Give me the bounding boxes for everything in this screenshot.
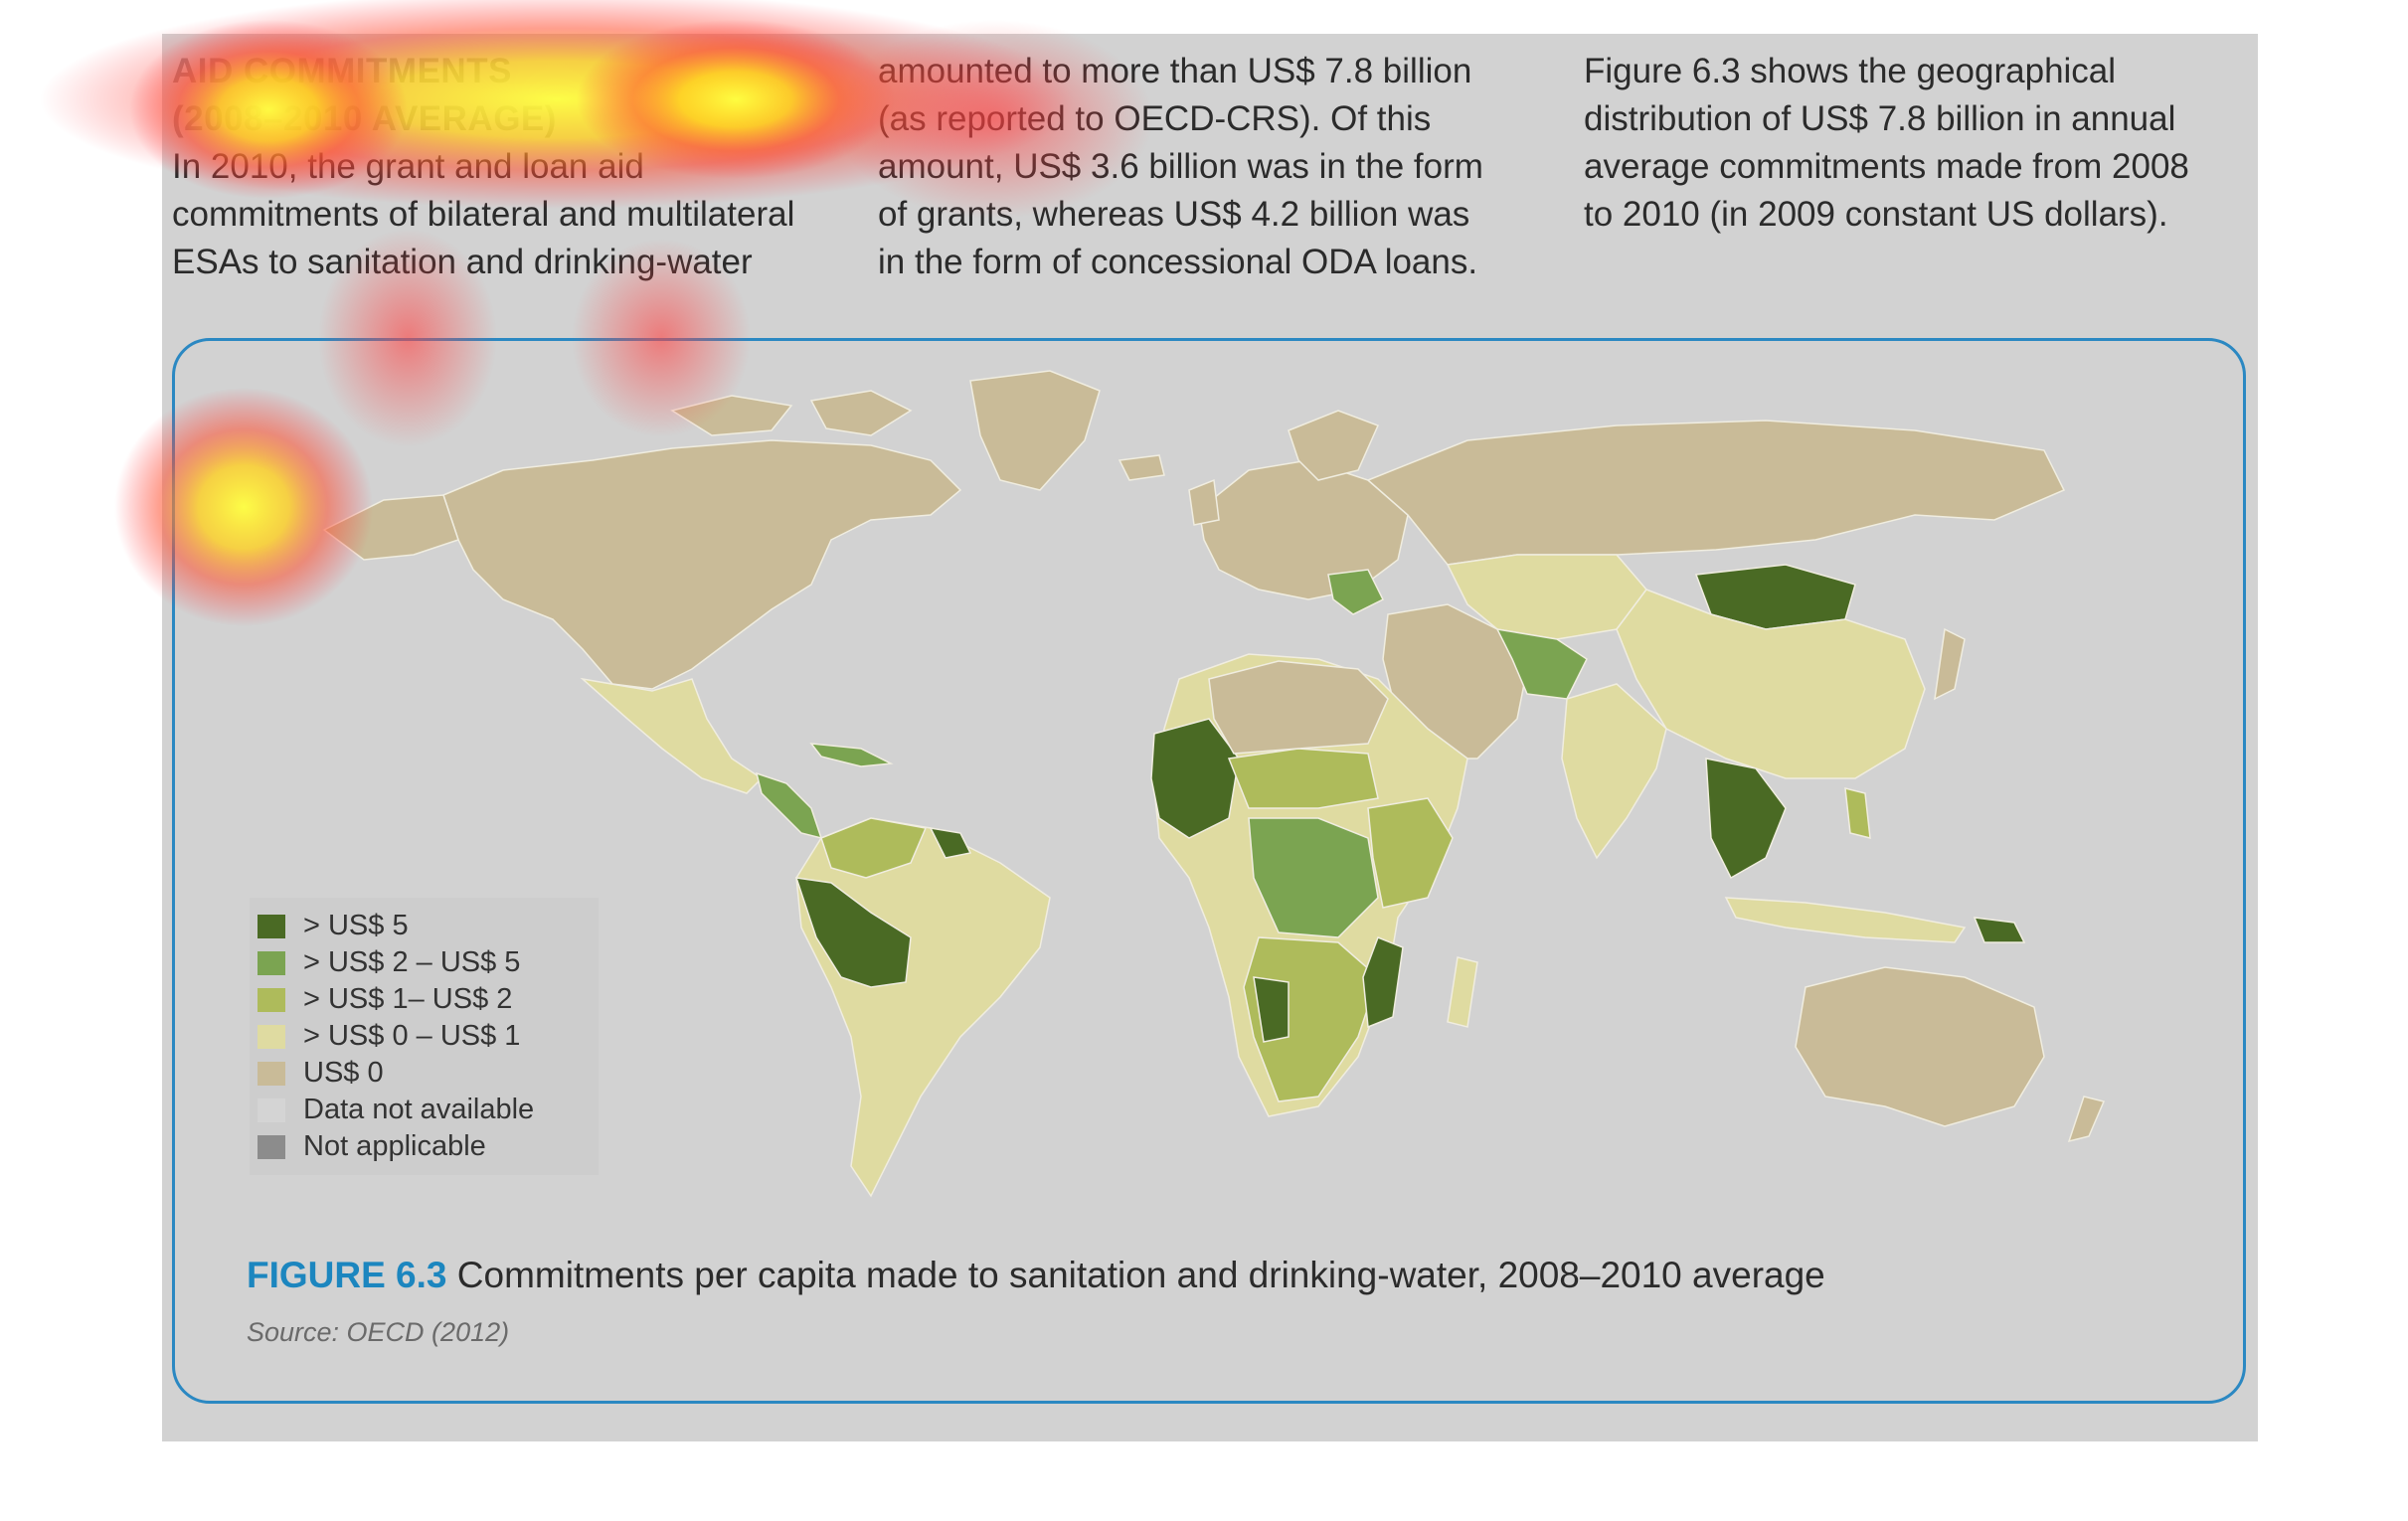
legend-label: > US$ 5 [303,910,409,941]
legend-item: US$ 0 [258,1055,591,1092]
intro-column-3: Figure 6.3 shows the geographical distri… [1584,48,2250,239]
legend-label: > US$ 1– US$ 2 [303,983,513,1015]
region-southeast-asia [1705,758,1787,880]
region-sahel [1227,748,1379,809]
legend-label: > US$ 0 – US$ 1 [303,1020,521,1052]
legend-item: Data not available [258,1092,591,1128]
section-heading-line-1: AID COMMITMENTS [172,52,512,90]
region-russia [1366,420,2066,566]
region-australia [1795,966,2045,1127]
text-line: in the form of concessional ODA loans. [878,243,1478,281]
document-page: AID COMMITMENTS (2008–2010 AVERAGE) In 2… [162,34,2258,1441]
region-europe [1198,459,1409,600]
legend-swatch [258,1061,285,1086]
region-namibia [1253,976,1290,1043]
region-peru-bolivia [794,877,912,988]
region-indonesia [1724,897,1967,943]
legend-label: US$ 0 [303,1057,384,1089]
text-line: distribution of US$ 7.8 billion in annua… [1584,99,2176,138]
region-alaska [322,494,459,561]
legend-swatch [258,914,285,938]
legend-swatch [258,950,285,975]
region-caribbean [809,743,894,767]
text-line: to 2010 (in 2009 constant US dollars). [1584,195,2168,234]
figure-caption-text: Commitments per capita made to sanitatio… [446,1255,1825,1295]
map-legend: > US$ 5 > US$ 2 – US$ 5 > US$ 1– US$ 2 >… [250,898,599,1175]
intro-column-2: amounted to more than US$ 7.8 billion (a… [878,48,1564,286]
region-colombia [820,817,928,879]
text-line: Figure 6.3 shows the geographical [1584,52,2117,90]
region-iceland [1118,454,1165,481]
region-north-america [442,439,962,690]
region-greenland [969,370,1101,491]
section-heading-line-2: (2008–2010 AVERAGE) [172,99,557,138]
region-central-america [755,771,823,840]
region-arctic-islands [809,390,913,436]
region-scandinavia [1288,410,1380,481]
region-philippines [1844,787,1871,839]
legend-swatch [258,1098,285,1122]
intro-column-1: AID COMMITMENTS (2008–2010 AVERAGE) In 2… [172,48,858,286]
legend-item: Not applicable [258,1128,591,1165]
legend-item: > US$ 0 – US$ 1 [258,1018,591,1055]
world-map [322,370,2106,1198]
region-guyana [929,827,972,859]
legend-label: > US$ 2 – US$ 5 [303,946,521,978]
region-west-africa [1150,718,1240,839]
legend-label: Data not available [303,1094,535,1125]
region-china [1616,589,1926,779]
text-line: amounted to more than US$ 7.8 billion [878,52,1472,90]
legend-item: > US$ 1– US$ 2 [258,981,591,1018]
legend-swatch [258,1024,285,1049]
region-east-africa [1367,797,1454,909]
region-balkans [1327,569,1385,615]
legend-swatch [258,987,285,1012]
figure-source: Source: OECD (2012) [247,1317,510,1347]
legend-label: Not applicable [303,1130,486,1162]
text-line: of grants, whereas US$ 4.2 billion was [878,195,1470,234]
legend-item: > US$ 5 [258,908,591,944]
region-arctic-islands [670,395,793,436]
region-new-zealand [2067,1096,2106,1143]
figure-frame: > US$ 5 > US$ 2 – US$ 5 > US$ 1– US$ 2 >… [172,338,2246,1404]
text-line: ESAs to sanitation and drinking-water [172,243,753,281]
region-mexico [580,677,764,794]
region-south-america [795,817,1051,1198]
region-central-africa [1248,817,1379,938]
region-japan [1934,627,1966,701]
legend-item: > US$ 2 – US$ 5 [258,944,591,981]
region-png [1973,917,2026,943]
region-mozambique [1362,936,1404,1029]
text-line: amount, US$ 3.6 billion was in the form [878,147,1483,186]
region-southern-africa [1243,936,1379,1102]
region-north-africa [1208,660,1389,755]
text-line: In 2010, the grant and loan aid [172,147,644,186]
region-india [1561,683,1667,860]
text-line: (as reported to OECD-CRS). Of this [878,99,1432,138]
region-uk [1188,478,1220,526]
figure-label: FIGURE 6.3 [247,1255,447,1295]
text-line: average commitments made from 2008 [1584,147,2189,186]
figure-caption: FIGURE 6.3 Commitments per capita made t… [247,1255,1825,1296]
region-madagascar [1447,956,1478,1028]
legend-swatch [258,1134,285,1159]
text-line: commitments of bilateral and multilatera… [172,195,795,234]
